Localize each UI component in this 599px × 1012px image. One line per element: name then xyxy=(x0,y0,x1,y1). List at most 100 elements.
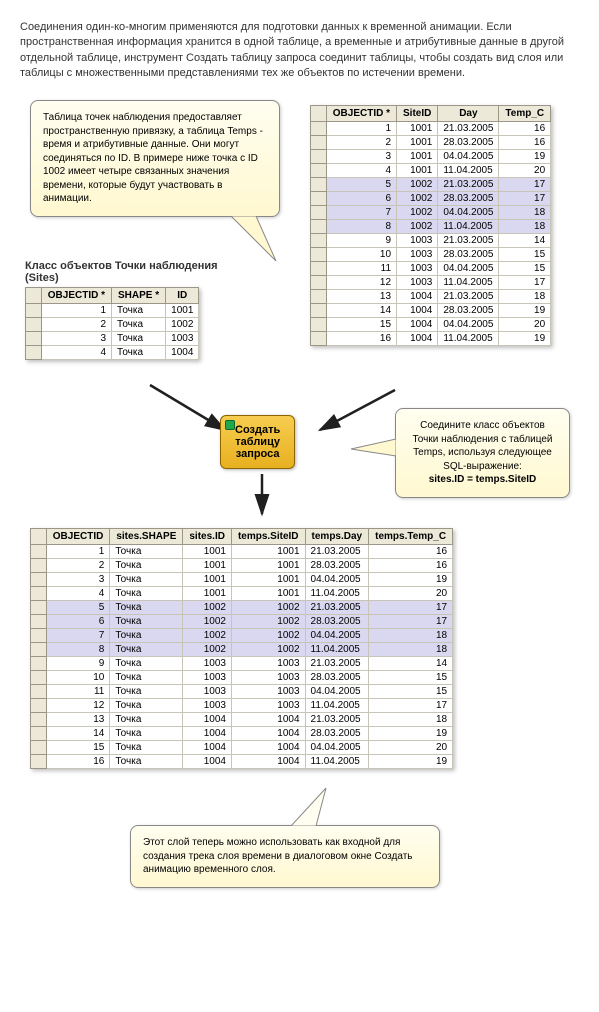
callout-result-text: Этот слой теперь можно использовать как … xyxy=(143,837,413,875)
table-row: 16Точка1004100411.04.200519 xyxy=(31,755,453,769)
cell: 19 xyxy=(369,727,453,741)
cell: 1004 xyxy=(183,755,232,769)
cell: 1003 xyxy=(231,685,305,699)
cell: Точка xyxy=(110,545,183,559)
cell: 15 xyxy=(326,318,396,332)
table-row: 2Точка1001100128.03.200516 xyxy=(31,559,453,573)
cell: 15 xyxy=(46,741,110,755)
node-decorator-icon xyxy=(225,420,235,430)
cell: 1002 xyxy=(231,643,305,657)
cell: 10 xyxy=(326,248,396,262)
cell: 21.03.2005 xyxy=(438,178,499,192)
cell: 16 xyxy=(46,755,110,769)
cell: 8 xyxy=(46,643,110,657)
cell: 13 xyxy=(46,713,110,727)
cell: 11 xyxy=(46,685,110,699)
cell: 28.03.2005 xyxy=(438,136,499,150)
cell: 21.03.2005 xyxy=(438,122,499,136)
table-row: 15100404.04.200520 xyxy=(311,318,551,332)
result-table-wrap: OBJECTIDsites.SHAPEsites.IDtemps.SiteIDt… xyxy=(30,528,453,769)
table-row: 12100311.04.200517 xyxy=(311,276,551,290)
cell: 18 xyxy=(369,643,453,657)
cell: 3 xyxy=(41,332,111,346)
cell: 11.04.2005 xyxy=(438,276,499,290)
cell: 20 xyxy=(369,741,453,755)
cell: 1002 xyxy=(231,629,305,643)
cell: 16 xyxy=(369,559,453,573)
cell: 18 xyxy=(499,220,551,234)
cell: 28.03.2005 xyxy=(438,192,499,206)
cell: 1004 xyxy=(183,713,232,727)
cell: 16 xyxy=(499,122,551,136)
cell: 1002 xyxy=(397,192,438,206)
table-row: 13100421.03.200518 xyxy=(311,290,551,304)
table-row: 8100211.04.200518 xyxy=(311,220,551,234)
node-line2: таблицу xyxy=(235,436,280,448)
cell: 28.03.2005 xyxy=(305,671,369,685)
cell: 21.03.2005 xyxy=(438,234,499,248)
table-row: 6Точка1002100228.03.200517 xyxy=(31,615,453,629)
col-header: SHAPE * xyxy=(112,288,166,304)
cell: 11.04.2005 xyxy=(305,699,369,713)
cell: 1001 xyxy=(231,573,305,587)
cell: 19 xyxy=(499,332,551,346)
cell: 1004 xyxy=(231,755,305,769)
cell: 17 xyxy=(499,276,551,290)
table-row: 10Точка1003100328.03.200515 xyxy=(31,671,453,685)
cell: 1004 xyxy=(166,346,199,360)
cell: 5 xyxy=(326,178,396,192)
cell: Точка xyxy=(110,629,183,643)
temps-table: OBJECTID *SiteIDDayTemp_C 1100121.03.200… xyxy=(310,105,551,346)
cell: 1001 xyxy=(231,587,305,601)
cell: 16 xyxy=(499,136,551,150)
table-row: 2100128.03.200516 xyxy=(311,136,551,150)
table-row: 3Точка1003 xyxy=(26,332,199,346)
col-header: OBJECTID * xyxy=(326,106,396,122)
callout-sql-text: Соедините класс объектов Точки наблюдени… xyxy=(412,420,552,472)
cell: Точка xyxy=(110,741,183,755)
table-row: 14Точка1004100428.03.200519 xyxy=(31,727,453,741)
cell: 1 xyxy=(46,545,110,559)
cell: 1003 xyxy=(183,657,232,671)
cell: 1002 xyxy=(397,220,438,234)
col-header: ID xyxy=(166,288,199,304)
cell: 18 xyxy=(369,629,453,643)
col-header: Temp_C xyxy=(499,106,551,122)
cell: 1002 xyxy=(231,615,305,629)
intro-text: Соединения один-ко-многим применяются дл… xyxy=(20,20,579,82)
sites-title: Класс объектов Точки наблюдения (Sites) xyxy=(25,260,225,284)
table-row: 13Точка1004100421.03.200518 xyxy=(31,713,453,727)
cell: 7 xyxy=(326,206,396,220)
cell: 1004 xyxy=(397,332,438,346)
cell: 10 xyxy=(46,671,110,685)
cell: 1003 xyxy=(183,671,232,685)
cell: Точка xyxy=(110,643,183,657)
cell: 1004 xyxy=(231,727,305,741)
cell: 5 xyxy=(46,601,110,615)
cell: 04.04.2005 xyxy=(305,685,369,699)
cell: 28.03.2005 xyxy=(305,559,369,573)
temps-table-wrap: OBJECTID *SiteIDDayTemp_C 1100121.03.200… xyxy=(310,105,551,346)
cell: Точка xyxy=(112,346,166,360)
cell: 04.04.2005 xyxy=(305,629,369,643)
table-row: 1100121.03.200516 xyxy=(311,122,551,136)
table-row: 7Точка1002100204.04.200518 xyxy=(31,629,453,643)
col-header: OBJECTID * xyxy=(41,288,111,304)
table-row: 10100328.03.200515 xyxy=(311,248,551,262)
cell: 19 xyxy=(369,755,453,769)
cell: Точка xyxy=(110,671,183,685)
cell: 9 xyxy=(46,657,110,671)
cell: 1003 xyxy=(166,332,199,346)
cell: Точка xyxy=(110,601,183,615)
arrow-node-to-result xyxy=(247,472,277,522)
callout-sql: Соедините класс объектов Точки наблюдени… xyxy=(395,408,570,498)
cell: 18 xyxy=(499,206,551,220)
cell: 1001 xyxy=(183,559,232,573)
cell: 28.03.2005 xyxy=(438,248,499,262)
cell: 1001 xyxy=(183,545,232,559)
cell: 16 xyxy=(326,332,396,346)
cell: 1003 xyxy=(397,234,438,248)
table-row: 2Точка1002 xyxy=(26,318,199,332)
cell: 1003 xyxy=(397,262,438,276)
cell: 1002 xyxy=(183,601,232,615)
